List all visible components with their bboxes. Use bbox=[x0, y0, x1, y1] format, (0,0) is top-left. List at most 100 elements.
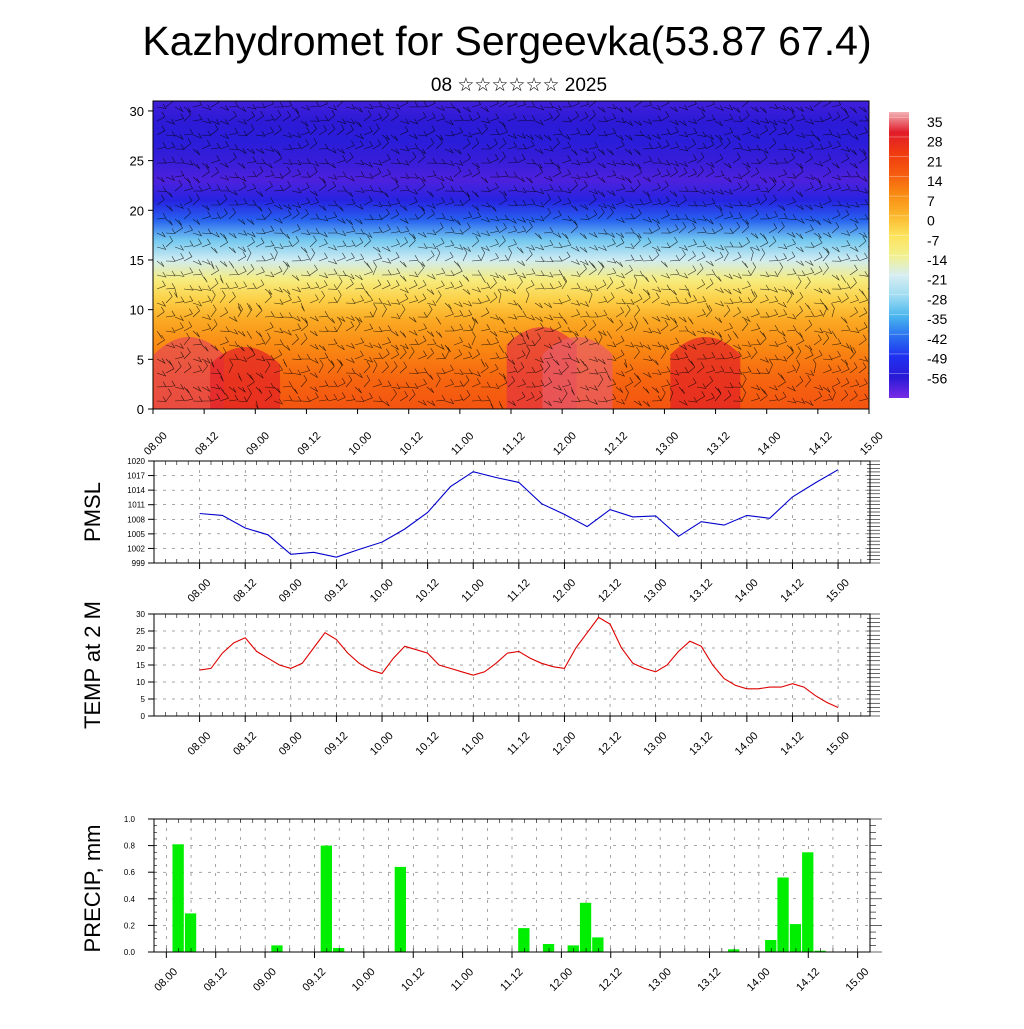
wind-barb bbox=[705, 338, 716, 346]
wind-barb bbox=[480, 338, 491, 346]
wind-barb bbox=[309, 101, 320, 108]
wind-barb bbox=[255, 166, 264, 178]
wind-barb bbox=[642, 134, 652, 141]
wind-barb bbox=[435, 373, 441, 388]
wind-barb bbox=[201, 182, 211, 192]
wind-barb bbox=[813, 391, 823, 402]
wind-barb bbox=[264, 253, 275, 262]
wind-barb bbox=[723, 228, 734, 234]
wind-barb bbox=[561, 342, 572, 349]
wind-barb bbox=[525, 330, 530, 340]
wind-barb bbox=[642, 292, 651, 304]
wind-barb bbox=[795, 270, 806, 276]
wind-barb bbox=[318, 290, 325, 304]
wind-barb bbox=[417, 204, 425, 212]
wind-barb bbox=[543, 352, 554, 360]
wind-barb bbox=[687, 265, 697, 276]
wind-barb bbox=[705, 392, 715, 402]
y-tick-label: 0 bbox=[137, 402, 144, 417]
wind-barb bbox=[255, 372, 264, 379]
wind-barb bbox=[561, 232, 569, 240]
wind-barb bbox=[156, 244, 167, 250]
wind-barb bbox=[462, 138, 471, 150]
wind-barb bbox=[336, 289, 342, 304]
wind-barb bbox=[849, 379, 860, 388]
wind-barb bbox=[246, 111, 256, 122]
wind-barb bbox=[237, 372, 243, 382]
wind-barb bbox=[759, 193, 768, 206]
wind-barb bbox=[768, 138, 777, 150]
wind-barb bbox=[804, 344, 813, 351]
wind-barb bbox=[678, 145, 689, 152]
y-tick-label: 1008 bbox=[127, 515, 145, 524]
wind-barb bbox=[624, 186, 635, 193]
wind-barb bbox=[165, 291, 173, 304]
wind-barb bbox=[813, 232, 822, 239]
wind-barb bbox=[840, 202, 851, 209]
wind-barb bbox=[840, 128, 851, 136]
wind-barb bbox=[588, 264, 597, 276]
wind-barb bbox=[444, 398, 455, 405]
wind-barb bbox=[579, 214, 590, 220]
wind-barb bbox=[831, 132, 842, 139]
wind-barb bbox=[354, 106, 363, 113]
wind-barb bbox=[597, 331, 603, 346]
wind-barb bbox=[435, 316, 442, 325]
wind-barb bbox=[165, 218, 173, 226]
wind-barb bbox=[336, 240, 347, 248]
wind-barb bbox=[246, 282, 257, 290]
wind-barb bbox=[795, 346, 802, 360]
wind-barb bbox=[678, 245, 689, 251]
wind-barb bbox=[678, 161, 689, 168]
wind-barb bbox=[732, 350, 742, 360]
wind-barb bbox=[390, 181, 400, 192]
wind-barb bbox=[336, 171, 347, 178]
wind-barb bbox=[174, 351, 185, 360]
wind-barb bbox=[561, 141, 572, 150]
wind-barb bbox=[462, 131, 473, 138]
wind-barb bbox=[750, 262, 757, 276]
wind-barb bbox=[597, 229, 608, 235]
wind-barb bbox=[705, 114, 716, 122]
wind-barb bbox=[777, 330, 786, 337]
wind-barb bbox=[291, 236, 300, 248]
wind-barb bbox=[651, 358, 659, 366]
wind-barb bbox=[768, 271, 779, 277]
wind-barb bbox=[408, 295, 419, 304]
wind-barb bbox=[561, 379, 572, 388]
precip-bar bbox=[728, 949, 740, 952]
wind-barb bbox=[327, 181, 337, 192]
colorbar-tick bbox=[889, 274, 909, 276]
wind-barb bbox=[525, 221, 533, 234]
wind-barb bbox=[534, 188, 545, 195]
wind-barb bbox=[525, 391, 535, 402]
wind-barb bbox=[345, 140, 355, 150]
wind-barb bbox=[174, 222, 183, 234]
wind-barb bbox=[336, 318, 343, 332]
wind-barb bbox=[507, 217, 517, 224]
wind-barb bbox=[210, 383, 221, 390]
wind-barb bbox=[255, 237, 265, 248]
wind-barb bbox=[606, 128, 617, 136]
wind-barb bbox=[345, 175, 355, 182]
wind-barb bbox=[804, 260, 814, 267]
wind-barb bbox=[183, 138, 192, 150]
x-tick-label: 08.12 bbox=[231, 577, 259, 605]
wind-barb bbox=[741, 201, 752, 208]
wind-barb bbox=[156, 280, 166, 290]
wind-barb bbox=[345, 124, 354, 136]
wind-barb bbox=[795, 114, 806, 122]
wind-barb bbox=[399, 330, 407, 338]
wind-barb bbox=[849, 254, 860, 262]
wind-barb bbox=[399, 185, 410, 192]
wind-barb bbox=[372, 187, 383, 193]
wind-barb bbox=[201, 386, 211, 393]
wind-barb bbox=[264, 170, 275, 178]
wind-barb bbox=[192, 330, 200, 338]
wind-barb bbox=[228, 101, 239, 108]
wind-barb bbox=[678, 284, 689, 291]
wind-barb bbox=[813, 334, 822, 346]
wind-barb bbox=[354, 372, 363, 379]
wind-barb bbox=[543, 271, 554, 278]
wind-barb bbox=[786, 232, 796, 238]
